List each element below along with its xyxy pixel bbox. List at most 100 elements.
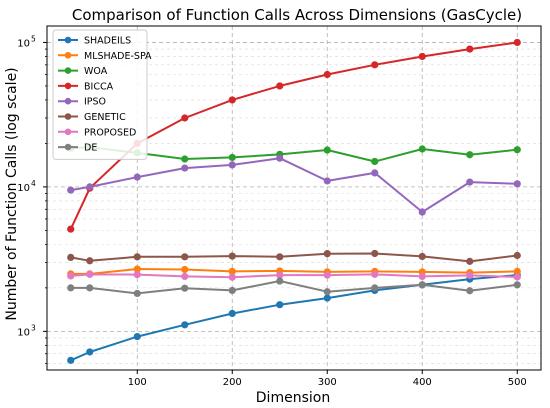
plot-frame	[46, 25, 542, 371]
data-point	[513, 267, 521, 276]
data-point	[466, 178, 474, 186]
data-point	[371, 270, 379, 278]
data-point	[181, 272, 189, 281]
data-point	[371, 169, 379, 177]
data-point	[133, 253, 141, 261]
chart-title: Comparison of Function Calls Across Dime…	[72, 6, 522, 24]
data-point	[228, 286, 236, 295]
legend-label: SHADEILS	[84, 36, 131, 47]
legend-label: BICCA	[84, 81, 114, 92]
x-tick-label: 400	[413, 377, 432, 388]
data-point	[228, 153, 236, 162]
data-point	[371, 157, 379, 166]
data-point	[181, 253, 189, 261]
legend-swatch-marker	[64, 82, 72, 90]
y-tick-exponent: 5	[31, 34, 36, 43]
data-point	[513, 180, 521, 188]
data-point	[323, 177, 331, 185]
data-point	[133, 271, 141, 279]
data-point	[276, 253, 284, 261]
data-point	[133, 332, 141, 341]
data-point	[67, 284, 75, 292]
legend-label: GENETIC	[84, 112, 126, 123]
series-de	[67, 277, 521, 298]
data-point	[371, 284, 379, 292]
data-point	[181, 114, 189, 122]
x-axis-title: Dimension	[256, 390, 330, 406]
data-point	[228, 161, 236, 169]
series-genetic	[67, 249, 521, 265]
data-point	[276, 277, 284, 285]
series-ipso	[67, 154, 521, 216]
series-proposed	[67, 270, 521, 281]
data-point	[181, 321, 189, 329]
data-point	[181, 164, 189, 172]
data-point	[418, 208, 426, 216]
data-point	[276, 271, 284, 279]
legend-swatch-marker	[64, 97, 72, 105]
data-point	[323, 70, 331, 79]
data-point	[513, 251, 521, 260]
data-point	[418, 272, 426, 281]
x-tick-label: 100	[128, 377, 147, 388]
legend-box	[52, 29, 148, 160]
data-point	[418, 145, 426, 153]
legend-label: IPSO	[84, 97, 106, 108]
grid	[47, 26, 541, 370]
data-point	[228, 252, 236, 260]
data-point	[418, 281, 426, 289]
data-point	[67, 225, 75, 233]
data-point	[67, 272, 75, 280]
legend-swatch-marker	[64, 113, 72, 120]
data-point	[323, 288, 331, 296]
legend-label: PROPOSED	[84, 127, 136, 138]
data-point	[371, 61, 379, 69]
series-group	[67, 38, 521, 364]
y-tick-exponent: 4	[31, 179, 36, 188]
data-point	[86, 270, 94, 278]
legend-label: WOA	[84, 66, 108, 77]
data-point	[323, 250, 331, 258]
data-point	[466, 257, 474, 265]
data-point	[466, 287, 474, 295]
data-point	[513, 281, 521, 289]
data-point	[466, 271, 474, 279]
data-point	[418, 252, 426, 261]
data-point	[228, 96, 236, 104]
data-point	[466, 151, 474, 159]
data-point	[67, 253, 75, 262]
legend-swatch-marker	[64, 128, 72, 136]
data-point	[276, 154, 284, 162]
data-point	[323, 294, 331, 302]
data-point	[276, 82, 284, 90]
data-point	[228, 309, 236, 318]
data-point	[181, 155, 189, 163]
x-tick-label: 500	[508, 377, 527, 388]
data-point	[86, 257, 94, 265]
data-point	[67, 356, 75, 364]
data-point	[133, 265, 141, 273]
legend: SHADEILS MLSHADE-SPA WOA BICCA IPSO GENETIC PR…	[52, 29, 152, 160]
y-axis-title: Number of Function Calls (log scale)	[4, 67, 20, 320]
data-point	[181, 284, 189, 292]
x-tick-label: 200	[223, 377, 242, 388]
data-point	[276, 301, 284, 309]
legend-swatch-marker	[64, 52, 72, 59]
data-point	[513, 38, 521, 47]
data-point	[323, 271, 331, 279]
data-point	[228, 267, 236, 276]
data-point	[181, 265, 189, 274]
data-point	[513, 146, 521, 154]
data-point	[418, 52, 426, 61]
y-tick-label: 10	[17, 183, 30, 194]
data-point	[228, 273, 236, 281]
data-point	[133, 289, 141, 298]
data-point	[86, 183, 94, 191]
legend-label: DE	[84, 143, 97, 154]
data-point	[513, 273, 521, 281]
y-tick-exponent: 3	[31, 323, 36, 332]
data-point	[67, 186, 75, 194]
legend-label: MLSHADE-SPA	[84, 51, 152, 62]
